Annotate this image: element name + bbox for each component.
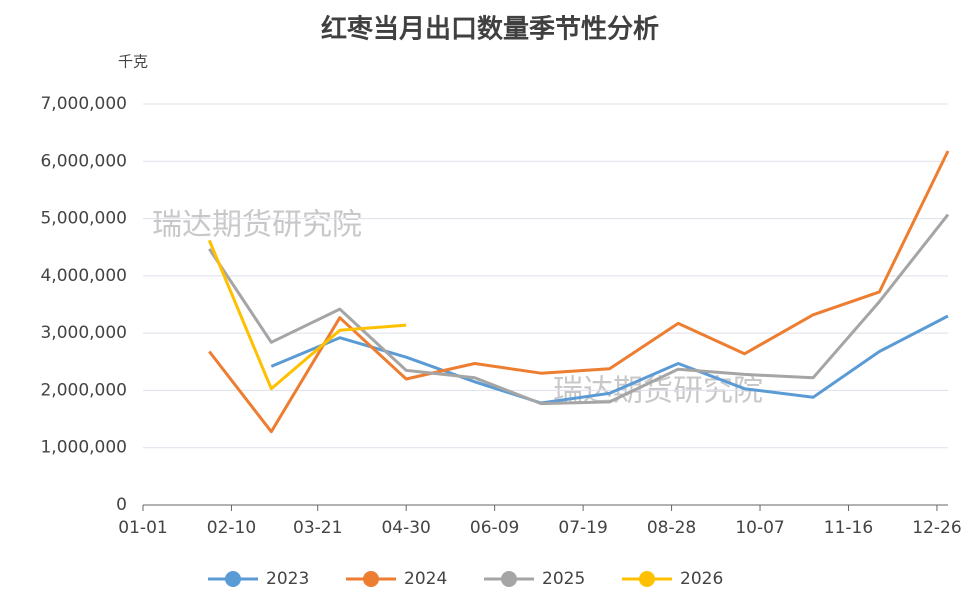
- y-tick-label: 5,000,000: [40, 209, 127, 229]
- legend-label: 2024: [404, 569, 447, 589]
- series-line: [207, 239, 407, 391]
- x-tick-label: 03-21: [293, 518, 342, 538]
- x-tick-label: 01-01: [118, 518, 167, 538]
- x-tick-label: 07-19: [558, 518, 607, 538]
- y-tick-label: 2,000,000: [40, 380, 127, 400]
- y-unit: 千克: [118, 53, 148, 71]
- y-tick-label: 7,000,000: [40, 94, 127, 114]
- legend-marker: [639, 571, 655, 587]
- x-tick-label: 02-10: [207, 518, 256, 538]
- series-line: [208, 213, 950, 406]
- chart-title: 红枣当月出口数量季节性分析: [321, 14, 659, 45]
- legend-marker: [501, 571, 517, 587]
- legend-label: 2023: [266, 569, 309, 589]
- x-tick-label: 04-30: [381, 518, 430, 538]
- x-tick-label: 11-16: [824, 518, 873, 538]
- y-tick-label: 6,000,000: [40, 151, 127, 171]
- y-tick-label: 0: [116, 495, 127, 515]
- y-tick-label: 4,000,000: [40, 266, 127, 286]
- legend-marker: [363, 571, 379, 587]
- x-tick-label: 10-07: [735, 518, 784, 538]
- legend-label: 2026: [680, 569, 723, 589]
- y-tick-label: 1,000,000: [40, 438, 127, 458]
- series-line: [208, 150, 950, 434]
- x-tick-label: 12-26: [912, 518, 961, 538]
- watermark: 瑞达期货研究院: [152, 208, 362, 243]
- x-tick-label: 06-09: [470, 518, 519, 538]
- x-tick-label: 08-28: [647, 518, 696, 538]
- y-tick-label: 3,000,000: [40, 323, 127, 343]
- legend-label: 2025: [542, 569, 585, 589]
- legend-marker: [225, 571, 241, 587]
